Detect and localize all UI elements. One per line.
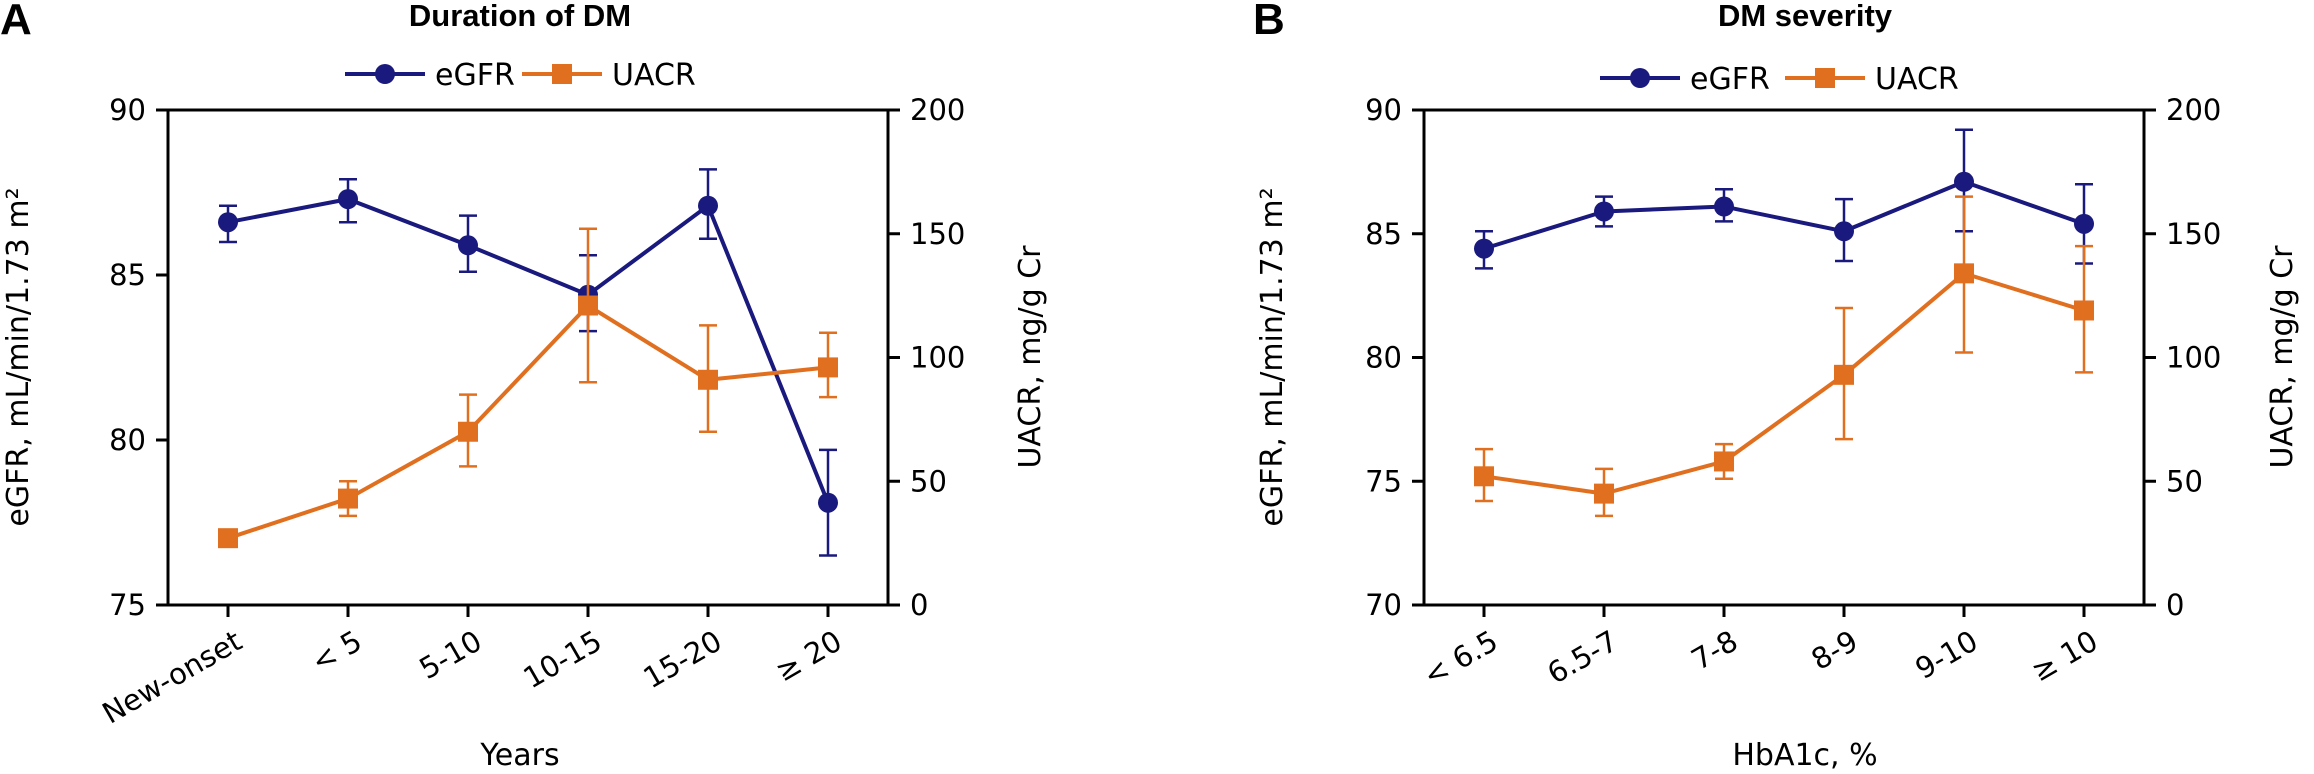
- data-point-uacr: [698, 369, 718, 390]
- chart-title: Duration of DM: [409, 0, 631, 33]
- legend-marker-uacr: [1815, 68, 1835, 88]
- y-axis-left: 70 75 80 85 90: [1365, 93, 1424, 622]
- data-point-uacr: [1954, 263, 1974, 284]
- x-axis-title: Years: [479, 738, 559, 773]
- y-right-tick-label: 50: [910, 464, 947, 498]
- chart-title: DM severity: [1718, 0, 1893, 33]
- y-right-tick-label: 150: [2166, 217, 2221, 251]
- data-point-uacr: [1834, 364, 1854, 385]
- y-right-tick-label: 0: [2166, 588, 2184, 622]
- x-tick-label: 5-10: [413, 624, 487, 686]
- data-point-egfr: [338, 189, 358, 210]
- data-point-uacr: [818, 357, 838, 378]
- y-right-tick-label: 200: [910, 93, 965, 127]
- series-uacr: [1474, 195, 2094, 518]
- y-left-tick-label: 85: [1365, 217, 1402, 251]
- plot-frame: [166, 108, 890, 607]
- series-line-egfr: [1483, 179, 2085, 251]
- x-tick-label: 15-20: [638, 624, 728, 696]
- data-point-egfr: [818, 492, 838, 513]
- series-line-uacr: [1483, 271, 2085, 496]
- y-right-tick-label: 0: [910, 588, 928, 622]
- series-line-egfr: [227, 197, 830, 504]
- legend-label-egfr: eGFR: [435, 58, 515, 93]
- y-right-tick-label: 50: [2166, 464, 2203, 498]
- x-tick-label: 10-15: [518, 624, 608, 696]
- x-tick-label: ≥ 10: [2026, 624, 2104, 689]
- legend-marker-egfr: [375, 64, 395, 84]
- plot-frame: [1422, 108, 2146, 607]
- data-point-uacr: [1474, 466, 1494, 487]
- y-right-tick-label: 100: [2166, 341, 2221, 375]
- y-axis-left-title: eGFR, mL/min/1.73 m²: [1255, 187, 1290, 526]
- x-tick-label: New-onset: [97, 624, 248, 731]
- data-point-egfr: [458, 235, 478, 256]
- y-left-tick-label: 70: [1365, 588, 1402, 622]
- data-point-uacr: [458, 421, 478, 442]
- x-tick-label: 8-9: [1805, 624, 1863, 677]
- legend-item-egfr: eGFR: [345, 58, 515, 93]
- y-right-tick-label: 100: [910, 341, 965, 375]
- y-left-tick-label: 90: [109, 93, 146, 127]
- legend-label-uacr: UACR: [612, 58, 696, 93]
- series-egfr: [218, 168, 838, 557]
- x-axis: < 6.5 6.5-7 7-8 8-9 9-10 ≥ 10: [1418, 605, 2104, 693]
- data-point-egfr: [218, 212, 238, 233]
- x-tick-label: < 6.5: [1418, 624, 1504, 693]
- panel-label: B: [1253, 0, 1285, 44]
- data-point-uacr: [1714, 451, 1734, 472]
- panel-label: A: [0, 0, 32, 44]
- x-tick-label: 7-8: [1685, 624, 1743, 677]
- data-point-uacr: [2074, 300, 2094, 321]
- x-tick-label: 6.5-7: [1542, 624, 1624, 691]
- series-uacr: [218, 227, 838, 549]
- legend-label-uacr: UACR: [1875, 62, 1959, 97]
- y-axis-right: 0 50 100 150 200: [2144, 93, 2221, 622]
- legend-item-egfr: eGFR: [1600, 62, 1770, 97]
- data-point-egfr: [698, 195, 718, 216]
- x-axis-title: HbA1c, %: [1732, 738, 1877, 773]
- legend: eGFR UACR: [345, 58, 696, 93]
- series-line-uacr: [227, 303, 829, 541]
- data-point-egfr: [1474, 238, 1494, 259]
- data-point-uacr: [578, 295, 598, 316]
- y-left-tick-label: 85: [109, 258, 146, 292]
- data-point-uacr: [218, 528, 238, 549]
- y-axis-right: 0 50 100 150 200: [888, 93, 965, 622]
- legend-marker-egfr: [1630, 68, 1650, 88]
- y-axis-left-title: eGFR, mL/min/1.73 m²: [1, 187, 36, 526]
- series-egfr: [1474, 128, 2094, 270]
- y-left-tick-label: 80: [109, 423, 146, 457]
- y-left-tick-label: 75: [109, 588, 146, 622]
- data-point-uacr: [338, 488, 358, 509]
- legend-item-uacr: UACR: [522, 58, 696, 93]
- data-point-egfr: [1834, 221, 1854, 242]
- data-point-egfr: [1954, 171, 1974, 192]
- data-point-egfr: [1594, 201, 1614, 222]
- y-left-tick-label: 75: [1365, 464, 1402, 498]
- data-point-uacr: [1594, 483, 1614, 504]
- x-tick-label: < 5: [305, 624, 367, 679]
- data-point-egfr: [2074, 213, 2094, 234]
- y-axis-left: 75 80 85 90: [109, 93, 168, 622]
- x-axis: New-onset < 5 5-10 10-15 15-20 ≥ 20: [97, 605, 848, 730]
- data-point-egfr: [1714, 196, 1734, 217]
- series-layer: [1474, 128, 2094, 518]
- panel-b: B DM severity eGFR UACR 70 75 80 85 90 0 50 10…: [1253, 0, 2300, 773]
- legend-item-uacr: UACR: [1785, 62, 1959, 97]
- y-axis-right-title: UACR, mg/g Cr: [2265, 245, 2300, 469]
- y-right-tick-label: 150: [910, 217, 965, 251]
- x-tick-label: ≥ 20: [770, 624, 848, 689]
- y-axis-right-title: UACR, mg/g Cr: [1013, 245, 1048, 469]
- series-layer: [218, 168, 838, 557]
- y-left-tick-label: 80: [1365, 341, 1402, 375]
- y-left-tick-label: 90: [1365, 93, 1402, 127]
- legend: eGFR UACR: [1600, 62, 1959, 97]
- legend-marker-uacr: [552, 64, 572, 84]
- y-right-tick-label: 200: [2166, 93, 2221, 127]
- legend-label-egfr: eGFR: [1690, 62, 1770, 97]
- panel-a: A Duration of DM eGFR UACR 75 80 85 90 0 50 1…: [0, 0, 1048, 773]
- x-tick-label: 9-10: [1909, 624, 1983, 686]
